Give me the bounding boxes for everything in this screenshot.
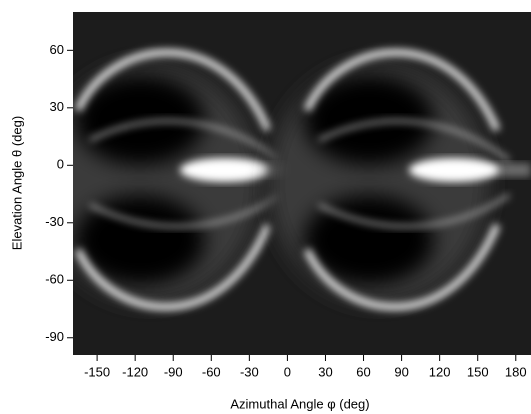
x-tick-label: 90: [394, 364, 408, 379]
x-tick-label: 120: [429, 364, 451, 379]
x-tick-label: 180: [505, 364, 527, 379]
y-tick-label: 0: [57, 157, 64, 172]
y-tick-label: -60: [45, 272, 64, 287]
x-tick-label: -150: [84, 364, 110, 379]
y-tick-label: -30: [45, 214, 64, 229]
x-tick-label: -60: [202, 364, 221, 379]
x-tick-label: 0: [284, 364, 291, 379]
x-tick-label: -120: [122, 364, 148, 379]
x-tick-label: 150: [467, 364, 489, 379]
y-axis-label: Elevation Angle θ (deg): [9, 116, 24, 250]
heatmap-image: [73, 12, 531, 355]
x-tick-label: 30: [318, 364, 332, 379]
x-tick-label: -30: [240, 364, 259, 379]
y-tick-label: 30: [50, 99, 64, 114]
x-axis-label: Azimuthal Angle φ (deg): [230, 396, 369, 411]
y-tick-label: 60: [50, 42, 64, 57]
y-tick-label: -90: [45, 329, 64, 344]
x-tick-label: -90: [164, 364, 183, 379]
x-tick-label: 60: [356, 364, 370, 379]
